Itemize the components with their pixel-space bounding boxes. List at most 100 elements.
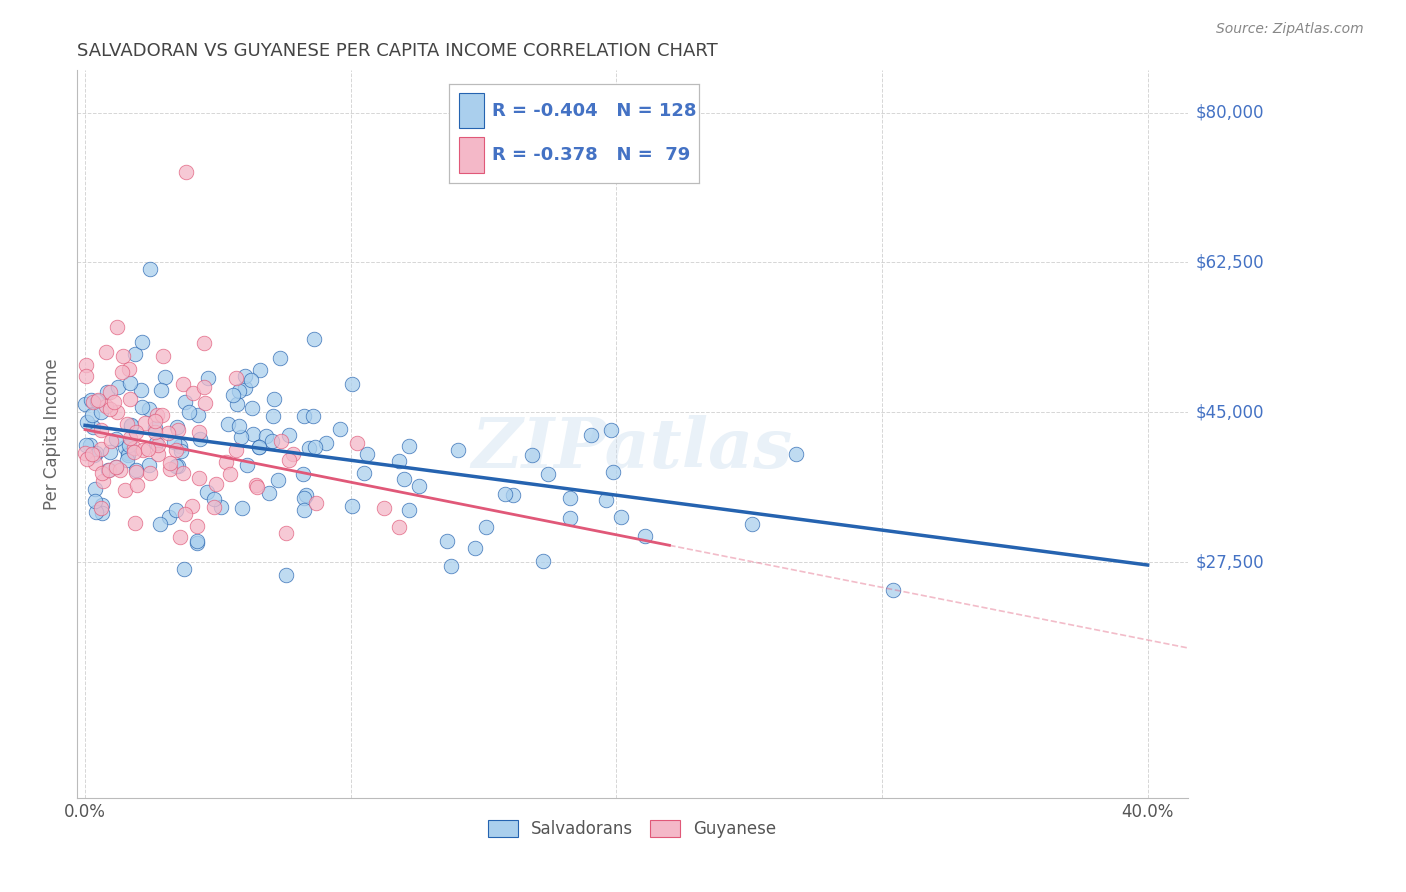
Point [90,405,112,419]
Point [132,442,155,457]
Point [254,429,277,443]
Point [356,447,378,461]
Point [260,434,283,448]
Point [408,478,430,492]
Point [120,431,142,445]
Point [328,422,350,436]
Point [173,562,195,576]
Point [194,396,217,410]
Point [502,488,524,502]
Point [75,446,97,460]
Point [340,499,363,513]
Point [115,417,138,431]
Point [292,491,315,506]
Point [305,496,328,510]
Point [187,425,209,440]
Point [120,392,142,407]
Text: ZIPatlas: ZIPatlas [471,415,793,483]
Point [169,439,191,453]
Point [245,478,267,492]
Point [82,408,104,422]
Point [159,456,181,470]
Point [87,392,110,407]
Point [105,319,128,334]
Point [91,499,114,513]
Point [165,503,187,517]
Point [283,447,305,461]
Point [292,503,315,517]
Point [267,474,290,488]
Point [262,409,284,424]
Point [246,480,269,494]
Point [226,397,249,411]
Point [167,423,190,437]
Point [174,165,197,179]
Point [231,501,253,516]
Point [153,369,176,384]
Point [172,466,194,480]
Point [170,444,193,458]
Point [152,349,174,363]
Point [122,442,145,456]
Point [143,425,166,439]
Point [120,418,142,433]
Point [120,418,142,433]
Point [93,474,115,488]
Point [202,500,225,514]
Point [195,485,218,500]
Point [146,437,169,451]
Point [149,517,172,532]
Point [110,365,132,379]
Point [122,445,145,459]
Point [229,429,252,443]
Point [145,436,167,450]
Point [242,427,264,442]
Point [143,421,166,435]
Point [105,459,128,474]
Point [276,568,298,582]
Point [167,459,190,474]
Point [143,414,166,428]
Point [98,385,121,400]
Point [100,434,122,449]
Point [139,466,162,480]
Point [187,471,209,485]
Point [373,500,395,515]
Point [89,424,111,438]
Point [277,427,299,442]
Point [152,408,174,422]
Point [136,442,159,456]
Point [139,261,162,276]
Point [741,517,763,532]
Point [558,491,581,505]
Point [581,427,603,442]
Point [298,441,321,455]
Point [174,508,197,522]
Text: Source: ZipAtlas.com: Source: ZipAtlas.com [1216,22,1364,37]
Point [270,434,292,448]
Point [276,526,298,541]
Point [239,373,262,387]
Point [235,381,257,395]
Point [163,434,186,449]
Point [125,425,148,439]
Point [84,494,107,508]
Text: SALVADORAN VS GUYANESE PER CAPITA INCOME CORRELATION CHART: SALVADORAN VS GUYANESE PER CAPITA INCOME… [77,42,718,60]
Point [436,533,458,548]
Point [342,377,364,392]
Point [209,500,232,515]
Point [278,453,301,467]
Point [115,453,138,467]
Point [105,460,128,475]
Point [97,462,120,476]
Point [112,350,135,364]
Point [108,462,131,476]
Point [98,463,121,477]
Point [84,446,107,460]
Point [83,456,105,470]
Point [219,467,242,481]
Point [388,520,411,534]
Text: $80,000: $80,000 [1197,103,1264,121]
Point [125,466,148,480]
Point [602,466,624,480]
